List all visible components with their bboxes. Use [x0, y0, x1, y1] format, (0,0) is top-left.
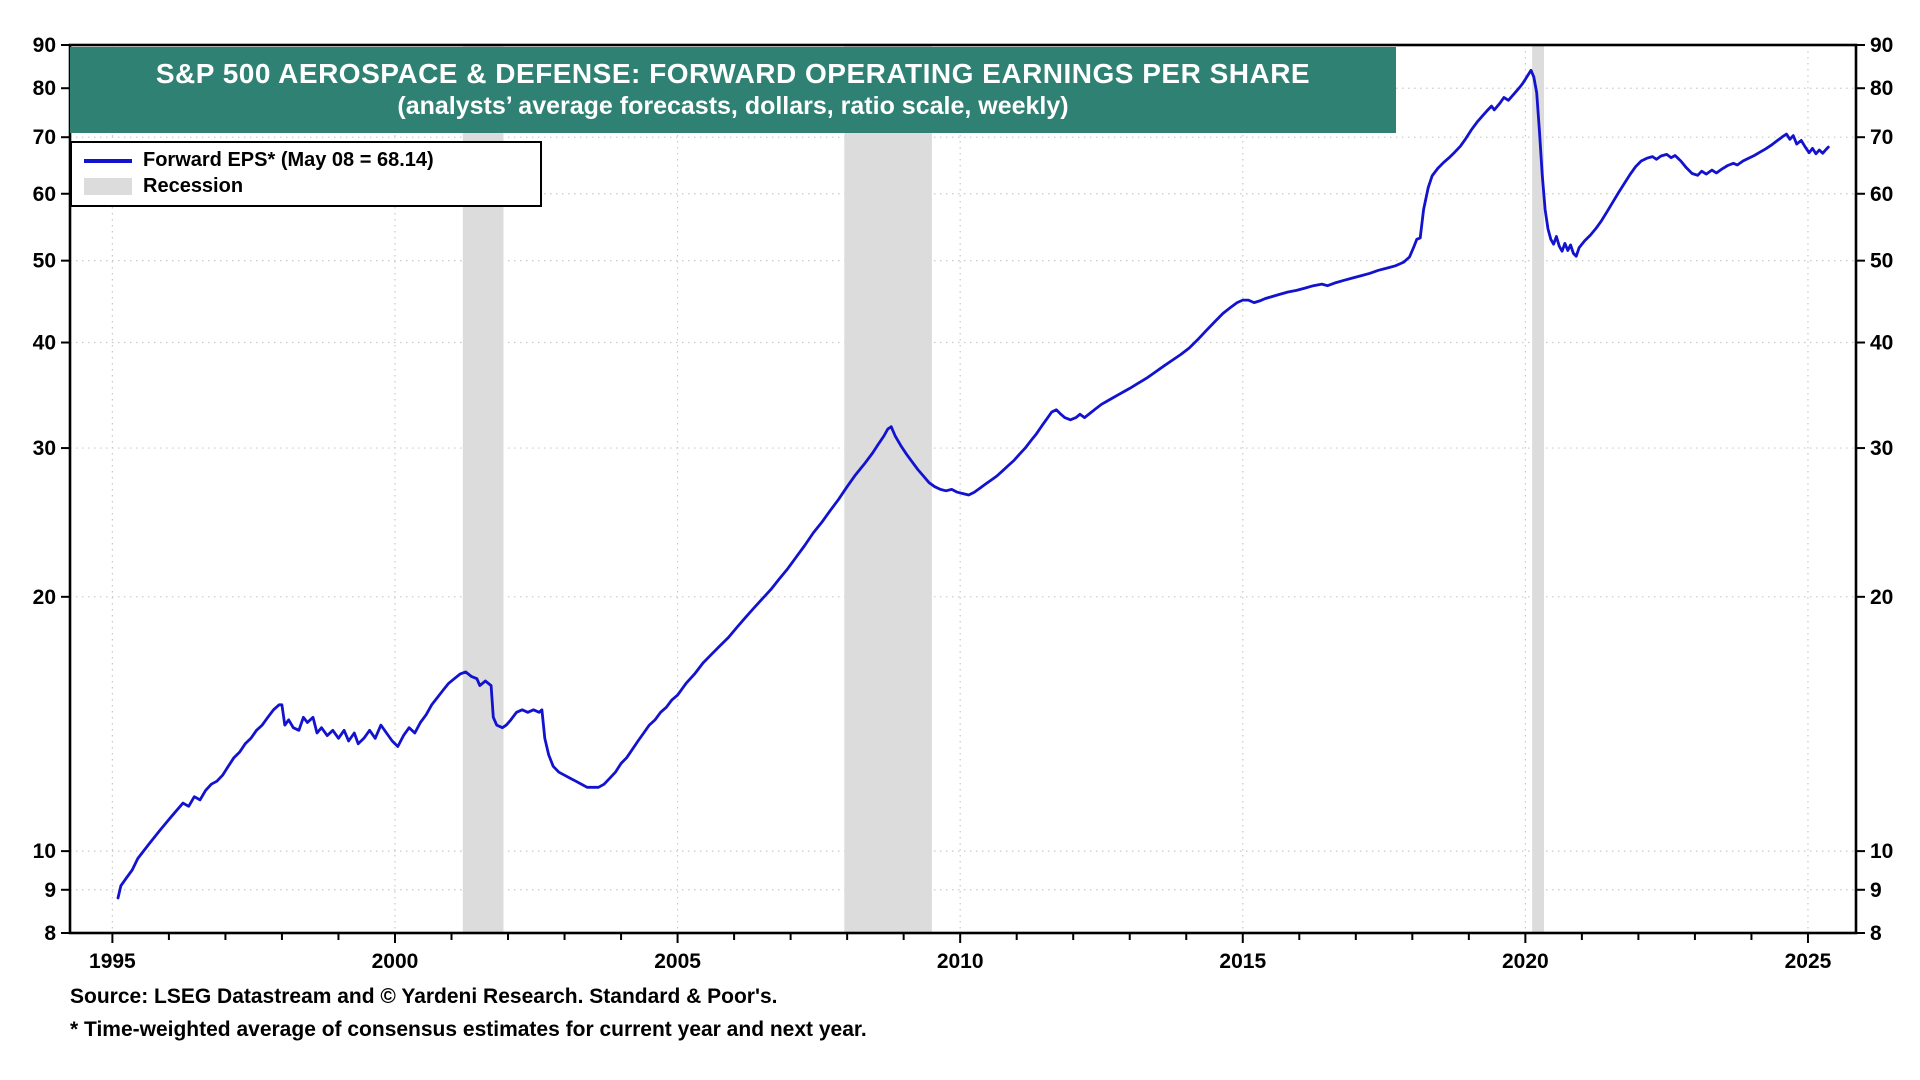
- legend-label-recession: Recession: [143, 175, 244, 197]
- gridlines: [70, 44, 1856, 934]
- y-axis-label-left: 50: [33, 250, 56, 273]
- y-axis-label-right: 30: [1870, 437, 1893, 460]
- y-axis-label-left: 9: [44, 879, 56, 902]
- legend-label-forward-eps: Forward EPS* (May 08 = 68.14): [143, 149, 434, 171]
- x-axis-label: 2025: [1785, 950, 1832, 973]
- recession-band: [844, 45, 932, 933]
- forward-eps-line-swatch: [84, 158, 132, 163]
- x-axis-label: 2010: [937, 950, 984, 973]
- y-axis-label-right: 60: [1870, 183, 1893, 206]
- y-axis-label-right: 50: [1870, 250, 1893, 273]
- recession-band: [1532, 45, 1545, 933]
- chart-title: S&P 500 AEROSPACE & DEFENSE: FORWARD OPE…: [155, 58, 1311, 89]
- y-axis-label-left: 30: [33, 437, 56, 460]
- y-axis-label-left: 90: [33, 34, 56, 57]
- chart-subtitle: (analysts’ average forecasts, dollars, r…: [397, 92, 1069, 120]
- plot-frame: [68, 43, 1858, 935]
- x-axis-label: 2000: [372, 950, 419, 973]
- y-axis-label-left: 60: [33, 183, 56, 206]
- legend: Forward EPS* (May 08 = 68.14) Recession: [70, 141, 542, 207]
- x-axis-label: 1995: [89, 950, 136, 973]
- recession-bands: [462, 45, 1545, 933]
- axis-ticks: [61, 44, 1865, 943]
- y-axis-label-right: 40: [1870, 332, 1893, 355]
- y-axis-label-right: 10: [1870, 840, 1893, 863]
- legend-row-recession: Recession: [84, 175, 528, 198]
- y-axis-label-right: 90: [1870, 34, 1893, 57]
- forward-eps-line: [116, 68, 1830, 900]
- y-axis-label-right: 20: [1870, 586, 1893, 609]
- y-axis-label-left: 20: [33, 586, 56, 609]
- footer-block: Source: LSEG Datastream and © Yardeni Re…: [70, 985, 1920, 1042]
- footnote: * Time-weighted average of consensus est…: [70, 1018, 867, 1041]
- legend-row-forward-eps: Forward EPS* (May 08 = 68.14): [84, 149, 528, 172]
- y-axis-label-left: 80: [33, 77, 56, 100]
- y-axis-label-right: 9: [1870, 879, 1882, 902]
- recession-swatch: [84, 178, 132, 195]
- x-axis-label: 2015: [1219, 950, 1266, 973]
- y-axis-label-right: 70: [1870, 126, 1893, 149]
- y-axis-label-left: 10: [33, 840, 56, 863]
- y-axis-label-right: 8: [1870, 922, 1882, 945]
- y-axis-label-left: 70: [33, 126, 56, 149]
- chart-title-banner: S&P 500 AEROSPACE & DEFENSE: FORWARD OPE…: [70, 47, 1396, 134]
- x-axis-label: 2005: [654, 950, 701, 973]
- source-note: Source: LSEG Datastream and © Yardeni Re…: [70, 985, 778, 1008]
- y-axis-label-left: 8: [44, 922, 56, 945]
- x-axis-label: 2020: [1502, 950, 1549, 973]
- chart-area: 8 8 9 9 10 10 20 20 30 30 40 40 50 50 60 60 70 70 80 80 90 90…: [33, 34, 1894, 973]
- y-axis-label-left: 40: [33, 332, 56, 355]
- y-axis-label-right: 80: [1870, 77, 1893, 100]
